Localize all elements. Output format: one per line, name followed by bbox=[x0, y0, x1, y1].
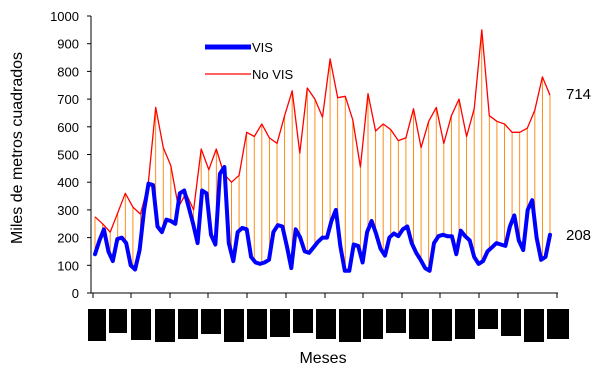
x-ticks bbox=[92, 293, 558, 298]
x-tick-label bbox=[201, 309, 221, 334]
end-label-no-vis: 714 bbox=[566, 86, 591, 103]
legend: VIS No VIS bbox=[205, 40, 294, 82]
y-tick-label: 200 bbox=[57, 231, 79, 246]
y-ticks: 0 100 200 300 400 500 600 700 800 900 1000 bbox=[50, 9, 91, 301]
x-tick-label bbox=[316, 309, 336, 339]
x-tick-label bbox=[478, 309, 498, 329]
series-vis-line bbox=[93, 165, 552, 273]
y-tick-label: 100 bbox=[57, 258, 79, 273]
y-tick-label: 500 bbox=[57, 148, 79, 163]
y-tick-label: 800 bbox=[57, 64, 79, 79]
x-tick-label bbox=[501, 309, 521, 336]
series-no-vis-line bbox=[94, 29, 551, 233]
x-tick-label bbox=[455, 309, 475, 339]
y-axis-title: Miles de metros cuadrados bbox=[9, 52, 26, 244]
x-axis-title: Meses bbox=[299, 350, 346, 367]
y-tick-label: 300 bbox=[57, 203, 79, 218]
x-tick-label bbox=[409, 309, 429, 339]
x-tick-label bbox=[109, 309, 127, 333]
legend-label-vis: VIS bbox=[252, 40, 273, 55]
y-tick-label: 0 bbox=[72, 286, 79, 301]
series bbox=[93, 29, 552, 273]
y-tick-label: 900 bbox=[57, 37, 79, 52]
x-tick-label-blocks bbox=[88, 309, 569, 342]
legend-label-no-vis: No VIS bbox=[252, 67, 294, 82]
y-tick-label: 1000 bbox=[50, 9, 79, 24]
x-tick-label bbox=[363, 309, 383, 339]
y-tick-label: 600 bbox=[57, 120, 79, 135]
x-tick-label bbox=[524, 309, 544, 342]
x-tick-label bbox=[547, 309, 569, 339]
end-label-vis: 208 bbox=[566, 227, 591, 244]
x-tick-label bbox=[432, 309, 452, 341]
x-tick-label bbox=[247, 309, 267, 339]
y-tick-label: 700 bbox=[57, 92, 79, 107]
x-tick-label bbox=[224, 309, 244, 342]
x-tick-label bbox=[386, 309, 406, 333]
x-tick-label bbox=[178, 309, 198, 339]
x-tick-label bbox=[339, 309, 361, 342]
x-tick-label bbox=[293, 309, 313, 333]
x-tick-label bbox=[155, 309, 175, 342]
y-tick-label: 400 bbox=[57, 175, 79, 190]
x-tick-label bbox=[88, 309, 106, 341]
x-tick-label bbox=[270, 309, 290, 337]
x-tick-label bbox=[131, 309, 151, 340]
drop-lines bbox=[94, 29, 551, 271]
